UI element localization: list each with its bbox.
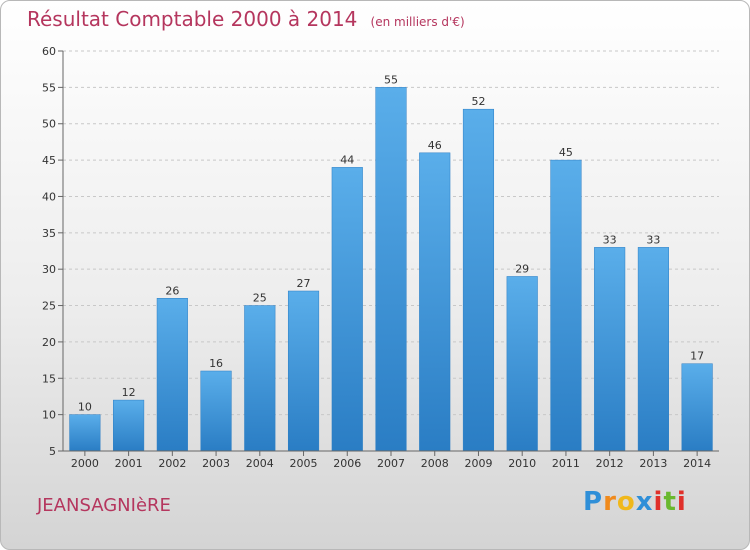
data-label: 12 xyxy=(122,386,136,399)
y-tick-label: 50 xyxy=(42,118,56,131)
x-tick-label: 2014 xyxy=(683,457,711,470)
bar xyxy=(550,159,582,452)
data-label: 16 xyxy=(209,357,223,370)
logo-letter: i xyxy=(676,487,687,517)
x-tick-label: 2012 xyxy=(596,457,624,470)
labels: 5 10 15 20 25 30 35 40 45 50 55 60 10 2000 12 2001 26 200… xyxy=(42,45,711,470)
bar xyxy=(681,363,713,452)
data-label: 33 xyxy=(603,233,617,246)
data-label: 10 xyxy=(78,401,92,414)
x-tick-label: 2011 xyxy=(552,457,580,470)
bar xyxy=(506,276,538,452)
y-tick-label: 25 xyxy=(42,300,56,313)
bar xyxy=(69,414,101,452)
data-label: 27 xyxy=(297,277,311,290)
bar xyxy=(637,247,669,452)
x-tick-label: 2001 xyxy=(115,457,143,470)
bar xyxy=(594,247,626,452)
bar xyxy=(200,370,232,452)
data-label: 46 xyxy=(428,139,442,152)
logo-letter: o xyxy=(616,487,636,517)
x-tick-label: 2005 xyxy=(290,457,318,470)
chart-title: Résultat Comptable 2000 à 2014 xyxy=(27,7,358,31)
data-label: 45 xyxy=(559,146,573,159)
x-tick-label: 2002 xyxy=(158,457,186,470)
y-tick-label: 30 xyxy=(42,263,56,276)
bar xyxy=(375,87,407,452)
data-label: 29 xyxy=(515,262,529,275)
y-tick-label: 15 xyxy=(42,372,56,385)
y-tick-label: 55 xyxy=(42,81,56,94)
bar xyxy=(419,152,451,452)
logo-letter: P xyxy=(583,487,604,517)
chart-subtitle: (en milliers d'€) xyxy=(370,15,465,29)
y-tick-label: 35 xyxy=(42,227,56,240)
bar xyxy=(113,399,145,452)
logo-letter: i xyxy=(653,487,664,517)
y-tick-label: 20 xyxy=(42,336,56,349)
bar xyxy=(287,290,320,452)
y-tick-label: 5 xyxy=(49,445,56,458)
data-label: 52 xyxy=(471,95,485,108)
x-tick-label: 2010 xyxy=(508,457,536,470)
y-tick-label: 60 xyxy=(42,45,56,58)
logo-letter: r xyxy=(603,487,617,517)
bar xyxy=(462,108,495,452)
x-tick-label: 2007 xyxy=(377,457,405,470)
y-tick-label: 40 xyxy=(42,190,56,203)
x-tick-label: 2008 xyxy=(421,457,449,470)
proxiti-logo: Proxiti xyxy=(583,487,687,517)
bars xyxy=(69,87,713,452)
bar xyxy=(244,305,276,452)
x-tick-label: 2006 xyxy=(333,457,361,470)
title-row: Résultat Comptable 2000 à 2014 (en milli… xyxy=(27,7,465,31)
data-label: 33 xyxy=(646,233,660,246)
y-tick-label: 45 xyxy=(42,154,56,167)
bar xyxy=(331,167,363,452)
town-name: JEANSAGNIèRE xyxy=(37,495,171,516)
data-label: 55 xyxy=(384,73,398,86)
x-tick-label: 2003 xyxy=(202,457,230,470)
x-tick-label: 2000 xyxy=(71,457,99,470)
x-tick-label: 2013 xyxy=(639,457,667,470)
data-label: 17 xyxy=(690,350,704,363)
logo-letter: x xyxy=(635,487,654,517)
data-label: 26 xyxy=(165,284,179,297)
x-tick-label: 2004 xyxy=(246,457,274,470)
logo-letter: t xyxy=(663,487,677,517)
data-label: 25 xyxy=(253,292,267,305)
data-label: 44 xyxy=(340,153,354,166)
y-tick-label: 10 xyxy=(42,409,56,422)
x-tick-label: 2009 xyxy=(464,457,492,470)
axes xyxy=(58,50,719,456)
bar xyxy=(156,298,188,452)
